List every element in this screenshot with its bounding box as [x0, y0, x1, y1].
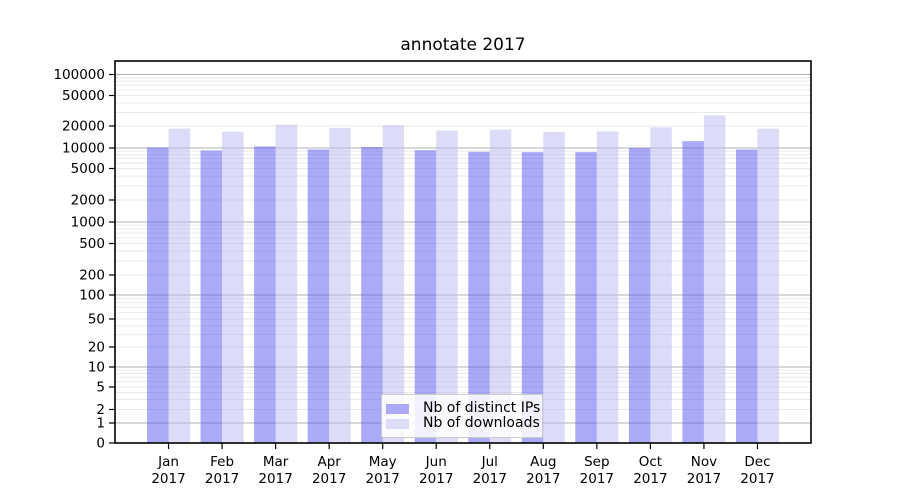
legend-swatch-downloads — [386, 418, 409, 429]
y-tick-label: 1000 — [71, 215, 105, 231]
bar-jul-distinct-ips — [468, 151, 490, 443]
bar-sep-downloads — [596, 131, 619, 443]
bar-may-distinct-ips — [361, 147, 383, 443]
plot-border — [114, 60, 812, 444]
y-tick-label: 2 — [96, 402, 105, 418]
bar-feb-downloads — [222, 131, 244, 444]
bar-dec-downloads — [757, 128, 779, 443]
bar-aug-distinct-ips — [521, 152, 544, 443]
x-tick-label-month: Nov — [691, 454, 717, 470]
bar-mar-downloads — [275, 124, 298, 443]
bar-jan-distinct-ips — [147, 147, 169, 444]
bar-apr-downloads — [329, 127, 351, 444]
y-tick-label: 100000 — [53, 67, 105, 83]
bar-apr-distinct-ips — [307, 149, 330, 443]
x-tick-label-month: Jun — [425, 454, 447, 470]
bar-dec-distinct-ips — [735, 149, 758, 443]
bar-nov-distinct-ips — [682, 141, 704, 443]
x-tick-label-month: Apr — [317, 454, 341, 470]
y-tick-label: 50 — [88, 312, 105, 328]
legend-swatch-distinct-ips — [386, 403, 409, 414]
bar-jul-downloads — [489, 129, 512, 443]
legend: Nb of distinct IPs Nb of downloads — [381, 394, 543, 438]
y-tick-label: 2000 — [71, 193, 105, 209]
x-tick-label-year: 2017 — [687, 471, 721, 487]
y-tick-label: 10000 — [62, 141, 105, 157]
y-tick-label: 0 — [96, 436, 105, 452]
bar-nov-downloads — [703, 115, 726, 443]
x-tick-label-month: Aug — [530, 454, 556, 470]
y-tick-label: 10 — [88, 360, 105, 376]
bar-jan-downloads — [168, 128, 191, 443]
y-tick-label: 500 — [79, 236, 105, 252]
bar-jun-distinct-ips — [414, 150, 437, 443]
bar-jun-downloads — [436, 130, 458, 443]
x-tick-label-year: 2017 — [633, 471, 667, 487]
bar-mar-distinct-ips — [254, 146, 276, 444]
x-tick-label-month: Sep — [584, 454, 609, 470]
legend-item-downloads: Nb of downloads — [386, 416, 540, 431]
x-tick-label-month: Jul — [481, 454, 498, 470]
x-tick-label-month: Feb — [210, 454, 234, 470]
x-tick-label-month: May — [369, 454, 397, 470]
bar-aug-downloads — [543, 131, 565, 443]
y-tick-label: 5 — [96, 380, 105, 396]
x-tick-label-month: Jan — [157, 454, 179, 470]
x-tick-label-year: 2017 — [151, 471, 185, 487]
bar-oct-downloads — [650, 127, 672, 444]
y-tick-label: 20000 — [62, 119, 105, 135]
x-tick-label-year: 2017 — [258, 471, 292, 487]
x-tick-label-year: 2017 — [366, 471, 400, 487]
x-tick-label-year: 2017 — [419, 471, 453, 487]
y-tick-label: 20 — [88, 340, 105, 356]
x-tick-label-year: 2017 — [580, 471, 614, 487]
y-tick-label: 200 — [79, 268, 105, 284]
x-tick-label-year: 2017 — [312, 471, 346, 487]
x-tick-label-year: 2017 — [205, 471, 239, 487]
legend-label-downloads: Nb of downloads — [423, 415, 540, 431]
x-tick-label-year: 2017 — [740, 471, 774, 487]
y-tick-label: 50000 — [62, 88, 105, 104]
bar-feb-distinct-ips — [200, 150, 223, 443]
legend-item-distinct-ips: Nb of distinct IPs — [386, 401, 540, 416]
x-tick-label-month: Dec — [744, 454, 770, 470]
legend-label-distinct-ips: Nb of distinct IPs — [423, 400, 541, 416]
x-tick-label-month: Oct — [639, 454, 662, 470]
bar-may-downloads — [382, 125, 405, 443]
x-tick-label-month: Mar — [263, 454, 289, 470]
y-tick-label: 5000 — [71, 161, 105, 177]
y-tick-label: 1 — [96, 416, 105, 432]
bar-sep-distinct-ips — [575, 152, 597, 443]
y-tick-label: 100 — [79, 288, 105, 304]
chart-title: annotate 2017 — [400, 35, 526, 55]
bar-oct-distinct-ips — [628, 148, 651, 443]
x-tick-label-year: 2017 — [473, 471, 507, 487]
x-tick-label-year: 2017 — [526, 471, 560, 487]
